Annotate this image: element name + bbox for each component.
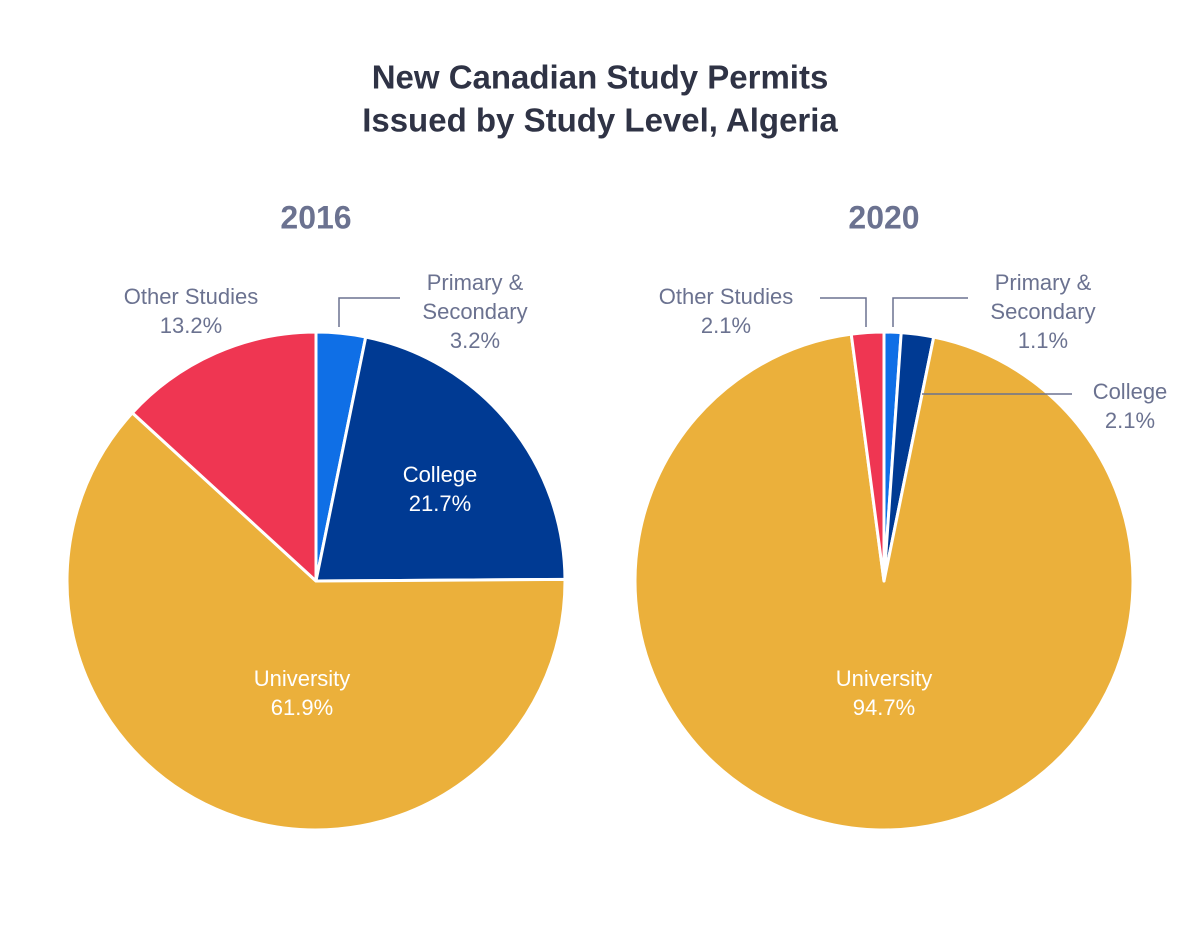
pie-slice (314, 335, 567, 583)
value-label: 3.2% (449, 328, 501, 353)
value-label: 2.1% (1104, 408, 1156, 433)
value-label: 94.7% (852, 695, 916, 720)
pie-title: 2020 (848, 199, 919, 235)
pie-slice (65, 411, 567, 832)
chart-title: New Canadian Study Permits (372, 59, 829, 96)
leader-line (892, 297, 968, 327)
leader-line (338, 297, 400, 327)
value-label: 1.1% (1017, 328, 1069, 353)
category-label: University (253, 666, 351, 691)
category-label: College (402, 462, 478, 487)
slice-label: Other Studies 2.1% (626, 282, 826, 340)
category-label: College (1092, 379, 1168, 404)
value-label: 21.7% (408, 491, 472, 516)
category-label: Other Studies (123, 284, 259, 309)
value-label: 13.2% (159, 313, 223, 338)
pie-slice (130, 330, 318, 583)
slice-label: Primary & Secondary 1.1% (968, 268, 1118, 355)
pie-slice (849, 330, 886, 583)
slice-label: University 94.7% (809, 664, 959, 722)
chart-title: Issued by Study Level, Algeria (362, 102, 838, 139)
value-label: 61.9% (270, 695, 334, 720)
pie-title: 2016 (280, 199, 351, 235)
category-label: Primary & Secondary (990, 270, 1096, 324)
slice-label: University 61.9% (227, 664, 377, 722)
value-label: 2.1% (700, 313, 752, 338)
slice-label: College 21.7% (365, 460, 515, 518)
leader-line (820, 297, 867, 327)
category-label: Other Studies (658, 284, 794, 309)
slice-label: College 2.1% (1070, 377, 1190, 435)
slice-label: Other Studies 13.2% (91, 282, 291, 340)
slice-label: Primary & Secondary 3.2% (400, 268, 550, 355)
category-label: University (835, 666, 933, 691)
category-label: Primary & Secondary (422, 270, 528, 324)
